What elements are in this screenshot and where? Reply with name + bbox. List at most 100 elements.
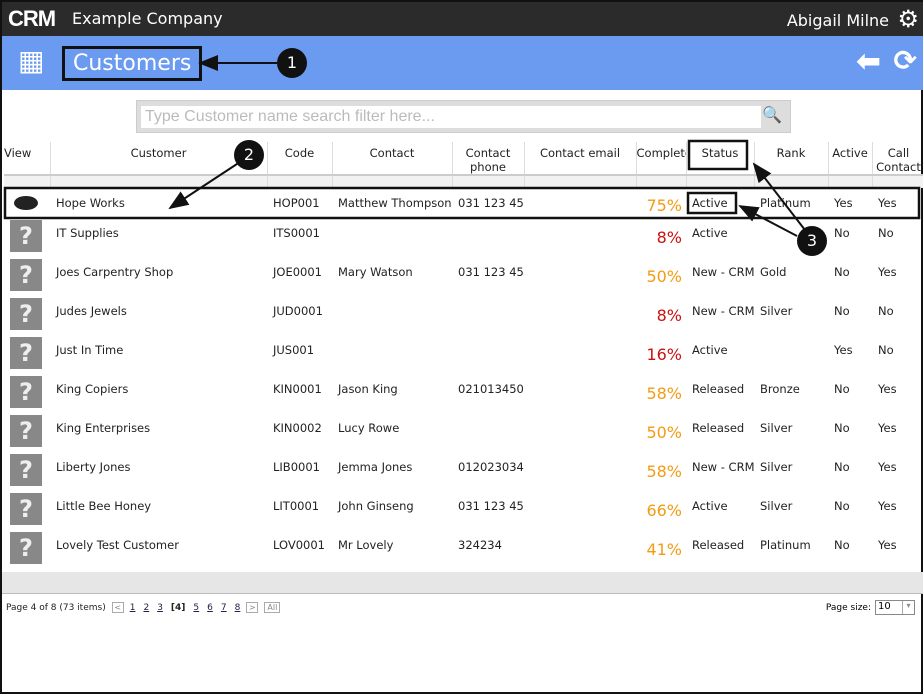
table-row[interactable]: ? Liberty Jones LIB0001 Jemma Jones 01202303… <box>4 454 923 493</box>
column-filter[interactable] <box>332 175 453 188</box>
view-cell[interactable]: ? <box>4 376 50 415</box>
search-box: 🔍 <box>136 100 791 133</box>
status-cell: New - CRM <box>692 304 754 318</box>
view-cell[interactable]: ? <box>4 298 50 337</box>
complete-cell: 58% <box>646 462 682 481</box>
table-row[interactable]: ? Just In Time JUS001 16% Active Yes No <box>4 337 923 376</box>
question-mark-icon[interactable]: ? <box>10 532 42 564</box>
status-cell: New - CRM <box>692 460 754 474</box>
code-cell: KIN0002 <box>273 421 322 435</box>
call-cell: Yes <box>878 460 897 474</box>
column-header[interactable]: Code <box>267 142 333 176</box>
column-filter[interactable] <box>872 175 923 188</box>
column-filter[interactable] <box>452 175 525 188</box>
code-cell: ITS0001 <box>273 226 320 240</box>
column-filter[interactable] <box>50 175 268 188</box>
question-mark-icon[interactable]: ? <box>10 415 42 447</box>
table-row[interactable]: ? IT Supplies ITS0001 8% Active No No <box>4 220 923 259</box>
column-header[interactable]: Complete <box>636 142 687 176</box>
column-filter[interactable] <box>524 175 637 188</box>
phone-cell: 031 123 456 <box>458 499 524 513</box>
next-page-button[interactable]: > <box>246 602 259 613</box>
column-filter[interactable] <box>828 175 873 188</box>
user-name[interactable]: Abigail Milne <box>786 11 889 30</box>
phone-cell: 031 123 456 <box>458 265 524 279</box>
column-header[interactable]: Contact phone <box>452 142 525 176</box>
question-mark-icon[interactable]: ? <box>10 337 42 369</box>
question-mark-icon[interactable]: ? <box>10 298 42 330</box>
search-icon[interactable]: 🔍 <box>762 105 782 124</box>
column-filter[interactable] <box>754 175 829 188</box>
contact-cell: Jason King <box>338 382 398 396</box>
contact-cell: Mr Lovely <box>338 538 394 552</box>
page-link[interactable]: 1 <box>129 602 136 613</box>
column-filter[interactable] <box>267 175 333 188</box>
page-size-select[interactable]: 10 ▾ <box>875 600 915 615</box>
code-cell: JOE0001 <box>273 265 322 279</box>
question-mark-icon[interactable]: ? <box>10 493 42 525</box>
column-header[interactable]: Call Contact <box>872 142 923 176</box>
page-link[interactable]: 6 <box>207 602 213 613</box>
complete-cell: 50% <box>646 423 682 442</box>
code-cell: KIN0001 <box>273 382 322 396</box>
page-link[interactable]: 2 <box>143 602 150 613</box>
view-cell[interactable]: ? <box>4 220 50 259</box>
call-cell: Yes <box>878 265 897 279</box>
view-cell[interactable]: ? <box>4 415 50 454</box>
table-row[interactable]: ? Little Bee Honey LIT0001 John Ginseng 031 … <box>4 493 923 532</box>
view-cell[interactable]: ? <box>4 259 50 298</box>
contact-cell: Lucy Rowe <box>338 421 400 435</box>
column-filter[interactable] <box>4 175 51 188</box>
annotation-marker-3: 3 <box>797 226 827 256</box>
column-filter[interactable] <box>686 175 755 188</box>
complete-cell: 41% <box>646 540 682 559</box>
refresh-icon[interactable]: ⟳ <box>893 44 917 77</box>
customer-cell: Judes Jewels <box>56 304 127 318</box>
table-row[interactable]: ? Judes Jewels JUD0001 8% New - CRM Silver No N… <box>4 298 923 337</box>
page-link[interactable]: 7 <box>220 602 227 613</box>
question-mark-icon[interactable]: ? <box>10 259 42 291</box>
page-size-value: 10 <box>878 601 891 612</box>
gear-icon[interactable]: ⚙ <box>897 5 919 33</box>
code-cell: JUD0001 <box>273 304 323 318</box>
view-cell[interactable]: ? <box>4 454 50 493</box>
annotation-marker-2: 2 <box>234 140 264 170</box>
table-row[interactable]: ? King Copiers KIN0001 Jason King 0210134508… <box>4 376 923 415</box>
customer-cell: Little Bee Honey <box>56 499 152 513</box>
column-header[interactable]: Status <box>686 142 755 176</box>
view-cell[interactable]: ? <box>4 337 50 376</box>
column-header[interactable]: Contact <box>332 142 453 176</box>
building-icon: ▦ <box>18 44 45 77</box>
view-cell[interactable]: ? <box>4 493 50 532</box>
customer-logo-icon[interactable] <box>14 196 38 210</box>
table-row[interactable]: ? Joes Carpentry Shop JOE0001 Mary Watson 03… <box>4 259 923 298</box>
page-link[interactable]: [4] <box>170 602 186 613</box>
table-row[interactable]: ? Lovely Test Customer LOV0001 Mr Lovely 324… <box>4 532 923 571</box>
phone-cell: 324234 <box>458 538 502 552</box>
column-header[interactable]: View <box>4 142 51 176</box>
view-cell[interactable] <box>4 188 50 220</box>
all-pages-button[interactable]: All <box>264 602 281 613</box>
prev-page-button[interactable]: < <box>111 602 124 613</box>
question-mark-icon[interactable]: ? <box>10 220 42 252</box>
code-cell: JUS001 <box>273 343 315 357</box>
rank-cell: Silver <box>760 421 793 435</box>
pager: Page 4 of 8 (73 items) < 1 2 3 [4] 5 6 7 8 > Al… <box>6 602 281 613</box>
column-header[interactable]: Contact email <box>524 142 637 176</box>
question-mark-icon[interactable]: ? <box>10 376 42 408</box>
column-header[interactable]: Active <box>828 142 873 176</box>
view-cell[interactable]: ? <box>4 532 50 571</box>
complete-cell: 8% <box>656 228 682 247</box>
search-input[interactable] <box>141 106 761 128</box>
column-header[interactable]: Customer <box>50 142 268 176</box>
page-link[interactable]: 5 <box>193 602 200 613</box>
back-arrow-icon[interactable]: ⬅ <box>855 44 881 79</box>
table-row[interactable]: ? King Enterprises KIN0002 Lucy Rowe 50% Rele… <box>4 415 923 454</box>
page-link[interactable]: 3 <box>157 602 163 613</box>
table-row[interactable]: Hope Works HOP001 Matthew Thompson 031 123 … <box>4 188 923 220</box>
page-link[interactable]: 8 <box>234 602 241 613</box>
question-mark-icon[interactable]: ? <box>10 454 42 486</box>
crm-logo: CRM <box>8 6 56 31</box>
chevron-down-icon: ▾ <box>902 601 914 614</box>
column-filter[interactable] <box>636 175 687 188</box>
